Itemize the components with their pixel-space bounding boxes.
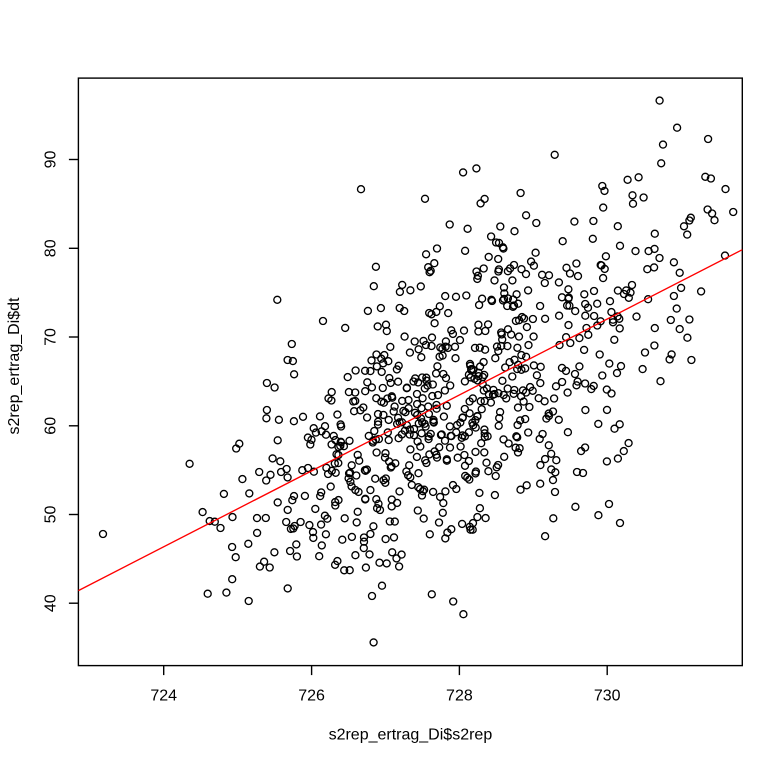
svg-text:80: 80 [42, 239, 59, 257]
svg-text:50: 50 [42, 506, 59, 524]
svg-text:730: 730 [594, 687, 621, 704]
svg-text:70: 70 [42, 328, 59, 346]
svg-text:726: 726 [298, 687, 325, 704]
svg-text:s2rep_ertrag_Di$dt: s2rep_ertrag_Di$dt [6, 297, 23, 435]
svg-text:40: 40 [42, 594, 59, 612]
svg-text:s2rep_ertrag_Di$s2rep: s2rep_ertrag_Di$s2rep [329, 726, 493, 743]
svg-text:728: 728 [446, 687, 473, 704]
svg-text:90: 90 [42, 151, 59, 169]
svg-text:724: 724 [150, 687, 177, 704]
svg-text:60: 60 [42, 417, 59, 435]
